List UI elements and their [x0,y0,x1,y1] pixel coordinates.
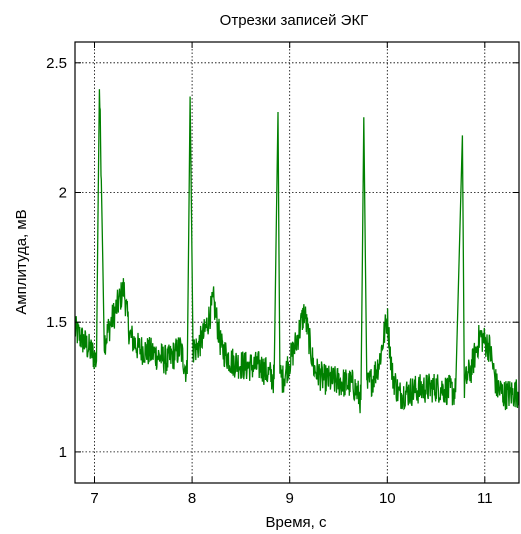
y-tick-label: 1 [59,444,67,461]
y-axis-label: Амплитуда, мВ [13,209,30,314]
plot-frame [74,41,520,484]
plot-area [75,42,519,483]
x-tick-label: 8 [188,490,196,507]
grid-lines [75,42,519,483]
ecg-signal-line [75,89,519,414]
x-axis-label: Время, с [266,514,327,531]
x-tick-label: 10 [379,490,396,507]
x-tick-label: 9 [286,490,294,507]
chart-title: Отрезки записей ЭКГ [220,12,369,29]
x-axis-ticks: 7 8 9 10 11 [90,42,493,507]
y-axis-ticks: 1 1.5 2 2.5 [46,55,519,461]
x-tick-label: 7 [90,490,98,507]
y-tick-label: 1.5 [46,314,67,331]
y-tick-label: 2 [59,185,67,202]
y-tick-label: 2.5 [46,55,67,72]
x-tick-label: 11 [477,490,493,507]
